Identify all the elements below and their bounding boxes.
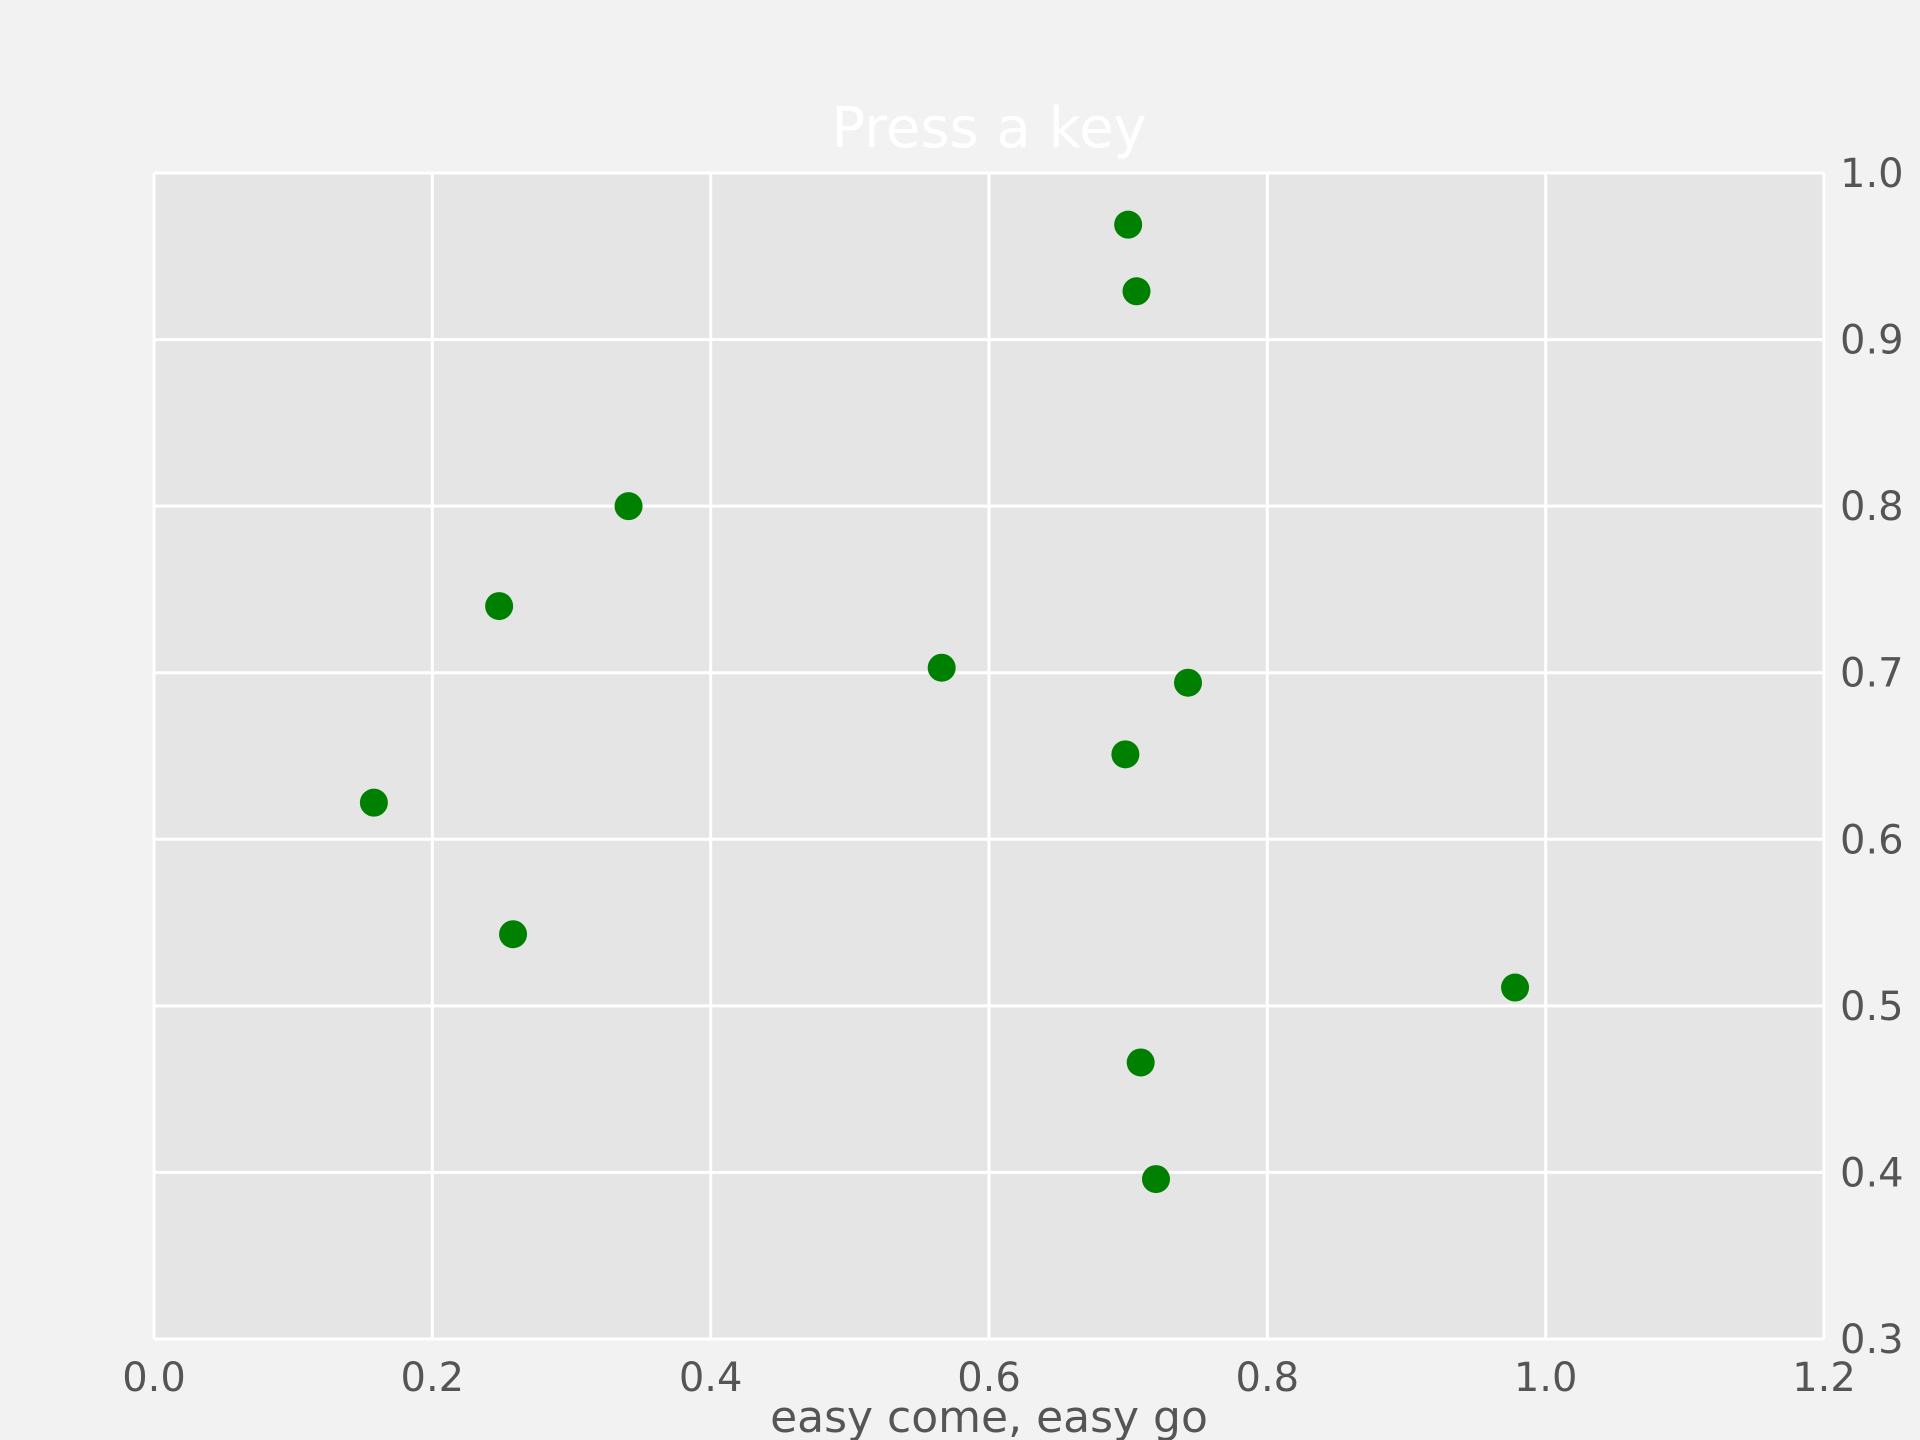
scatter-point <box>1111 740 1139 768</box>
y-tick-label: 0.3 <box>1840 1317 1904 1363</box>
scatter-point <box>499 920 527 948</box>
x-tick-label: 1.0 <box>1514 1355 1578 1401</box>
x-axis-label: easy come, easy go <box>770 1392 1208 1440</box>
scatter-point <box>928 654 956 682</box>
scatter-point <box>485 592 513 620</box>
y-tick-label: 0.9 <box>1840 318 1904 364</box>
y-tick-label: 0.8 <box>1840 484 1904 530</box>
scatter-point <box>360 789 388 817</box>
x-tick-label: 0.0 <box>122 1355 186 1401</box>
scatter-point <box>1114 211 1142 239</box>
x-tick-label: 0.2 <box>401 1355 465 1401</box>
y-tick-label: 0.4 <box>1840 1150 1904 1196</box>
scatter-point <box>1127 1048 1155 1076</box>
chart-title: Press a key <box>831 96 1146 161</box>
scatter-point <box>1123 277 1151 305</box>
y-tick-label: 0.5 <box>1840 984 1904 1030</box>
y-tick-label: 0.6 <box>1840 817 1904 863</box>
x-tick-label: 0.8 <box>1236 1355 1300 1401</box>
scatter-point <box>1501 974 1529 1002</box>
x-tick-label: 0.4 <box>679 1355 743 1401</box>
y-tick-labels: 0.3 0.4 0.5 0.6 0.7 0.8 0.9 1.0 <box>1840 151 1904 1363</box>
y-tick-label: 0.7 <box>1840 651 1904 697</box>
scatter-point <box>1142 1165 1170 1193</box>
scatter-point <box>1174 669 1202 697</box>
y-tick-label: 1.0 <box>1840 151 1904 197</box>
scatter-point <box>615 492 643 520</box>
